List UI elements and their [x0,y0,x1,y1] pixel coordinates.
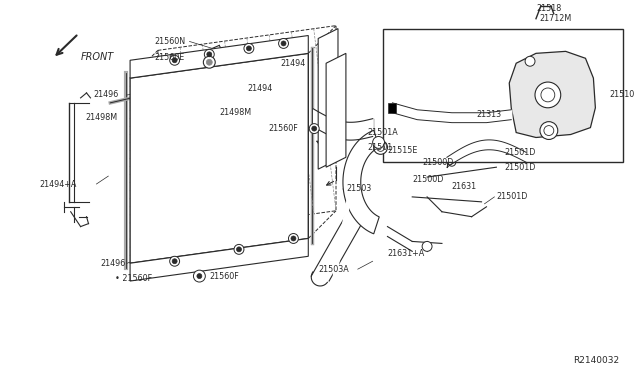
Text: • 21560F: • 21560F [115,273,152,283]
Text: 21510: 21510 [609,90,634,99]
Circle shape [376,144,385,151]
Polygon shape [318,29,338,169]
Bar [388,103,396,113]
Text: 21494: 21494 [247,84,272,93]
Text: 21560F: 21560F [209,272,239,280]
Polygon shape [343,130,380,234]
Text: 21503A: 21503A [318,264,349,274]
Text: 21560E: 21560E [155,53,185,62]
Text: 21500D: 21500D [422,158,454,167]
Circle shape [237,247,241,252]
Text: 21498M: 21498M [219,108,252,117]
Text: 21560F: 21560F [269,124,298,133]
Text: 21496: 21496 [100,259,125,268]
Text: 21560N: 21560N [155,37,186,46]
Text: 21501D: 21501D [504,163,536,172]
Circle shape [207,52,212,57]
Circle shape [448,158,456,166]
Circle shape [172,259,177,264]
Circle shape [374,141,387,154]
Circle shape [197,274,202,279]
Bar [383,29,623,162]
Circle shape [234,244,244,254]
Polygon shape [130,53,308,263]
Text: 21518: 21518 [536,4,561,13]
Polygon shape [326,53,346,167]
Circle shape [283,45,289,51]
Circle shape [193,270,205,282]
Circle shape [422,241,432,251]
Circle shape [291,236,296,241]
Circle shape [170,256,180,266]
Circle shape [204,56,215,68]
Text: R2140032: R2140032 [573,356,620,365]
Circle shape [289,234,298,243]
Text: 21494: 21494 [280,59,306,68]
Circle shape [244,44,254,53]
Polygon shape [130,35,308,78]
Circle shape [206,59,212,65]
Text: 21500D: 21500D [412,174,444,183]
Circle shape [172,58,177,63]
Circle shape [309,124,319,134]
Text: 21503: 21503 [346,185,371,193]
Text: 21501: 21501 [368,143,393,152]
Text: 21515E: 21515E [387,146,418,155]
Polygon shape [130,238,308,281]
Text: FRONT: FRONT [81,52,114,62]
Circle shape [372,137,385,148]
Text: 21494+A: 21494+A [39,180,76,189]
Text: 21631: 21631 [452,183,477,192]
Circle shape [278,38,289,48]
Text: 21501D: 21501D [504,148,536,157]
Text: 21498M: 21498M [86,113,118,122]
Text: 21496: 21496 [93,90,118,99]
Text: 21712M: 21712M [539,14,572,23]
Circle shape [239,51,244,57]
Circle shape [204,49,214,59]
Text: 21631+A: 21631+A [387,249,425,258]
Text: 21313: 21313 [477,110,502,119]
Circle shape [540,122,558,140]
Polygon shape [509,51,595,138]
Circle shape [281,41,286,46]
Circle shape [312,126,317,131]
Circle shape [544,126,554,135]
Circle shape [194,57,200,63]
Text: 21501D: 21501D [497,192,528,201]
Circle shape [149,63,156,69]
Circle shape [246,46,252,51]
Circle shape [170,55,180,65]
Circle shape [541,88,555,102]
Circle shape [535,82,561,108]
Text: 21501A: 21501A [368,128,399,137]
Circle shape [525,56,535,66]
